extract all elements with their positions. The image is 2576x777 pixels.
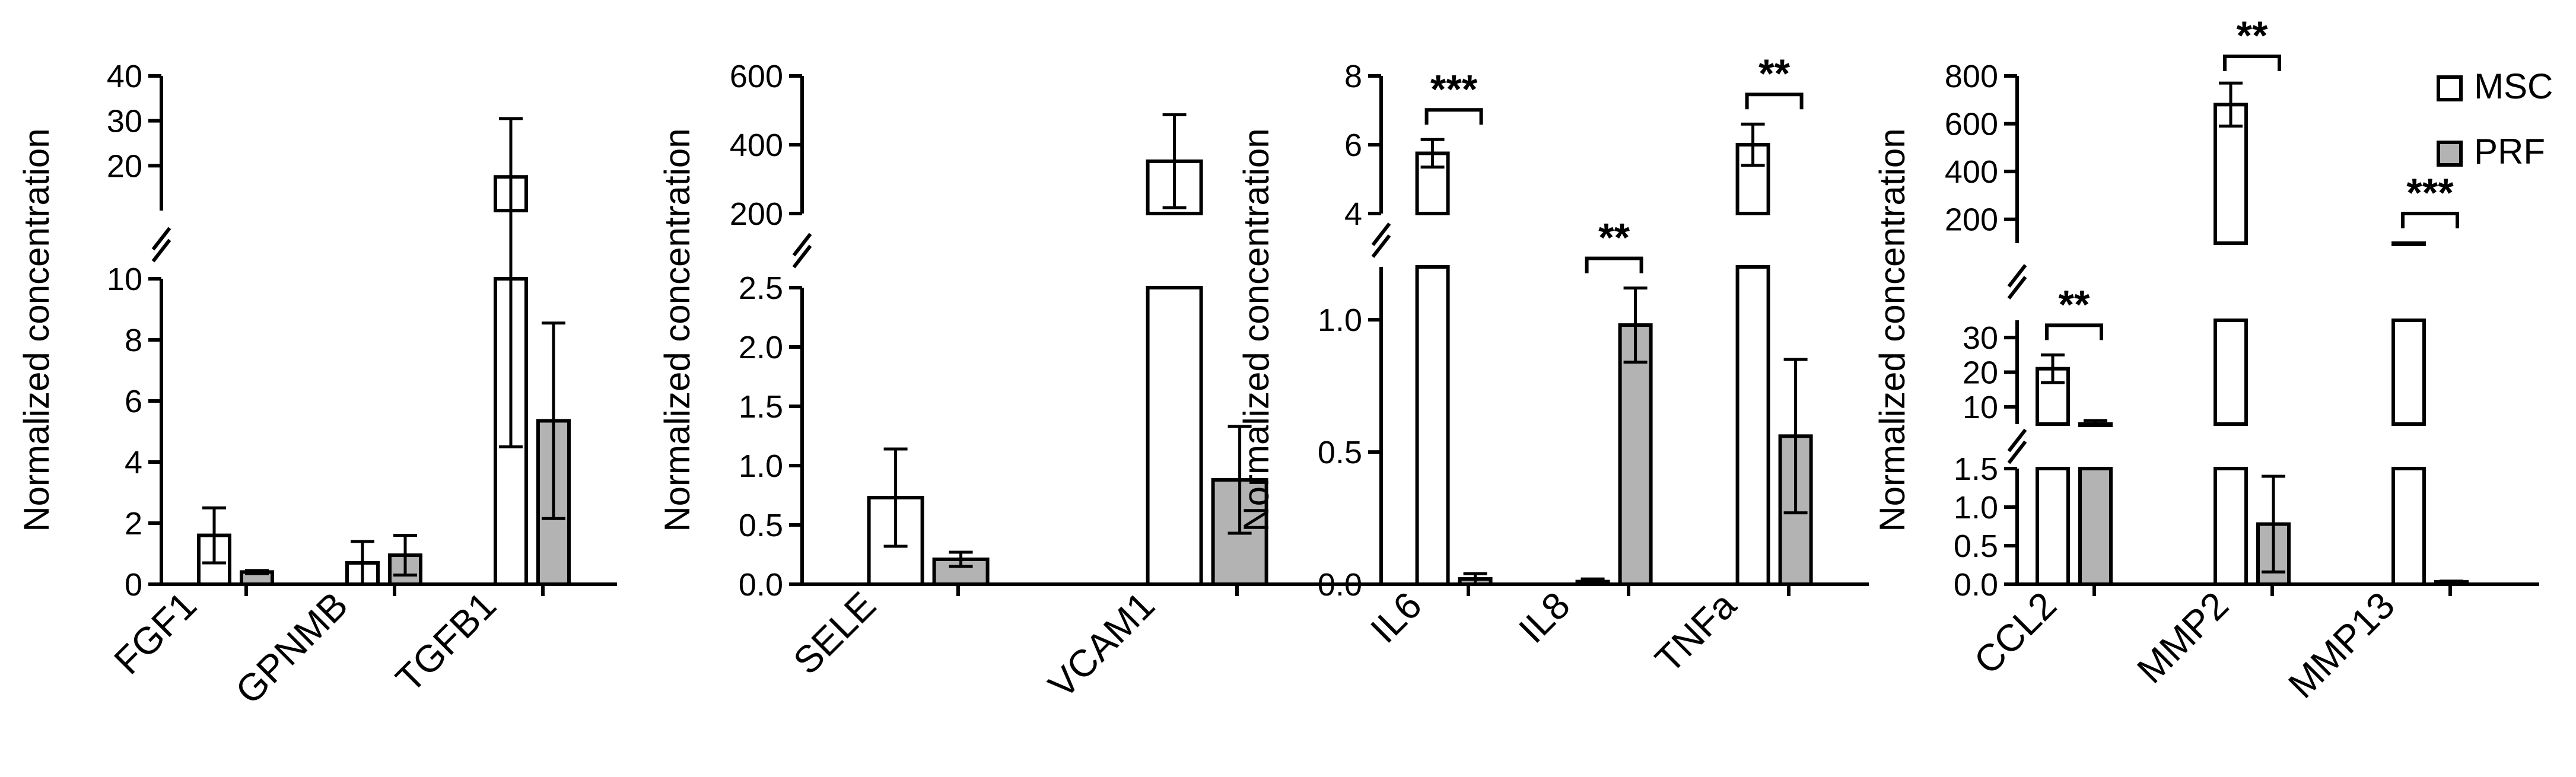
- y-tick-label: 0.5: [1318, 435, 1362, 470]
- y-tick-label: 2: [125, 506, 142, 542]
- y-tick-label: 20: [1963, 355, 1998, 391]
- significance-stars: ***: [1430, 66, 1478, 112]
- y-tick-label: 0.0: [1318, 567, 1362, 603]
- y-tick-label: 1.5: [1954, 451, 1998, 487]
- y-tick-label: 30: [1963, 320, 1998, 356]
- significance-bracket: [2045, 323, 2103, 340]
- significance-bracket: [1745, 93, 1804, 110]
- significance-stars: ***: [2406, 170, 2454, 215]
- y-axis-label: Normalized concentration: [17, 128, 56, 531]
- y-tick-label: 8: [125, 323, 142, 358]
- category-label-sele: SELE: [785, 584, 884, 683]
- legend-swatch-prf: [2437, 141, 2463, 167]
- y-tick-label: 400: [1945, 154, 1998, 190]
- category-label-il8: IL8: [1510, 584, 1578, 651]
- bar-prf-sele: [932, 558, 990, 586]
- category-label-tnfa: TNFa: [1647, 584, 1744, 681]
- bar-msc-mmp13: [2391, 319, 2426, 426]
- significance-bracket: [2223, 55, 2281, 71]
- category-label-gpnmb: GPNMB: [227, 584, 356, 712]
- bar-prf-gpnmb: [388, 553, 422, 587]
- axis-break-mark: [792, 233, 812, 257]
- y-tick-label: 0: [125, 567, 142, 603]
- bar-msc-mmp2: [2214, 319, 2248, 426]
- category-label-tgfb1: TGFB1: [387, 584, 504, 700]
- bar-msc-mmp2: [2214, 467, 2248, 586]
- y-tick-label: 20: [107, 148, 142, 184]
- axis-break-mark: [1371, 234, 1391, 258]
- axis-break-mark: [1371, 222, 1391, 246]
- y-tick-label: 1.0: [739, 448, 783, 484]
- significance-stars: **: [1598, 215, 1630, 260]
- y-tick-label: 1.0: [1318, 302, 1362, 338]
- bar-msc-tnfa: [1735, 265, 1770, 586]
- legend-label-prf: PRF: [2474, 132, 2545, 171]
- y-tick-label: 200: [1945, 202, 1998, 238]
- bar-prf-il8: [1618, 323, 1653, 586]
- legend-label-msc: MSC: [2474, 66, 2553, 106]
- axis-break-mark: [2007, 264, 2027, 288]
- bar-msc-mmp2: [2214, 103, 2248, 245]
- bar-msc-il6: [1415, 265, 1450, 586]
- axis-break-mark: [2007, 428, 2027, 453]
- y-tick-label: 0.5: [739, 508, 783, 543]
- y-tick-label: 2.0: [739, 330, 783, 365]
- significance-stars: **: [2237, 13, 2268, 58]
- bar-msc-mmp13: [2391, 467, 2426, 586]
- bar-msc-vcam1: [1146, 286, 1203, 586]
- y-axis-label: Normalized concentration: [657, 128, 697, 531]
- y-tick-label: 800: [1945, 59, 1998, 94]
- legend: MSC PRF: [2437, 66, 2553, 171]
- y-tick-label: 600: [730, 59, 783, 94]
- bar-prf-ccl2: [2078, 467, 2113, 586]
- y-tick-label: 30: [107, 104, 142, 139]
- y-axis-label: Normalized concentration: [1872, 128, 1912, 531]
- y-tick-label: 6: [1344, 128, 1362, 163]
- y-tick-label: 2.5: [739, 270, 783, 306]
- y-tick-label: 1.0: [1954, 490, 1998, 526]
- y-tick-label: 6: [125, 384, 142, 419]
- category-label-fgf1: FGF1: [106, 584, 205, 683]
- y-tick-label: 8: [1344, 59, 1362, 94]
- y-tick-label: 40: [107, 59, 142, 94]
- y-tick-label: 1.5: [739, 389, 783, 425]
- axis-break-mark: [792, 244, 812, 269]
- significance-bracket: [1424, 108, 1483, 125]
- axis-break-mark: [2007, 440, 2027, 464]
- y-tick-label: 600: [1945, 107, 1998, 142]
- y-tick-label: 4: [1344, 196, 1362, 232]
- axis-break-mark: [151, 238, 171, 263]
- y-tick-label: 10: [1963, 390, 1998, 425]
- chart-panel-3: 0.0 0.5 1.0 4 6 8 Normalized concentration IL6 I…: [1236, 51, 1869, 681]
- category-label-mmp2: MMP2: [2129, 584, 2237, 692]
- bar-msc-ccl2: [2036, 467, 2070, 586]
- y-tick-label: 10: [107, 262, 142, 297]
- y-tick-label: 0.0: [1954, 567, 1998, 603]
- y-tick-label: 0.5: [1954, 528, 1998, 564]
- y-tick-label: 400: [730, 128, 783, 163]
- y-tick-label: 200: [730, 196, 783, 232]
- category-label-vcam1: VCAM1: [1040, 584, 1163, 706]
- axis-break-mark: [151, 227, 171, 251]
- axis-break-mark: [2007, 276, 2027, 300]
- significance-bracket: [2401, 212, 2459, 228]
- legend-swatch-msc: [2437, 75, 2463, 101]
- chart-panel-1: 0 2 4 6 8 10 20 30 40 Normalized concentration FGF…: [17, 59, 617, 712]
- category-label-mmp13: MMP13: [2280, 584, 2403, 706]
- category-label-il6: IL6: [1362, 584, 1430, 651]
- significance-bracket: [1585, 256, 1643, 273]
- significance-stars: **: [2059, 282, 2090, 327]
- y-tick-label: 0.0: [739, 567, 783, 603]
- significance-stars: **: [1758, 51, 1790, 96]
- y-axis-label: Normalized concentration: [1236, 128, 1276, 531]
- y-tick-label: 4: [125, 445, 142, 480]
